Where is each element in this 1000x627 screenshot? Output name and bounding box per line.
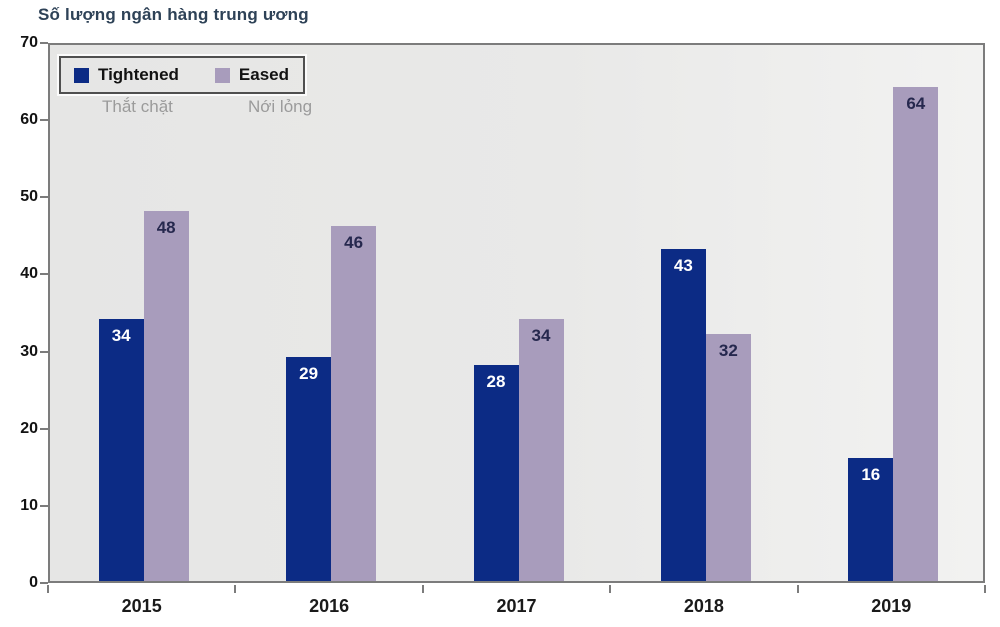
legend-item-eased: Eased: [214, 65, 290, 85]
legend-item-tightened: Tightened: [74, 65, 179, 85]
bar-value-label: 34: [111, 325, 131, 345]
y-tick-mark: [40, 582, 48, 584]
bar-value-label: 28: [486, 372, 506, 391]
bar-value-label: 29: [299, 364, 319, 384]
bar-eased-2015: 48: [143, 210, 189, 581]
y-tick-mark: [40, 427, 48, 430]
x-tick-mark: [47, 585, 49, 593]
bar-value-label: 34: [531, 325, 551, 345]
bar-tightened-2015: 34: [98, 318, 144, 581]
y-tick-label: 10: [20, 496, 38, 514]
y-tick-label: 30: [20, 342, 38, 360]
legend-label-eased: Eased: [238, 65, 290, 84]
x-tick-label: 2016: [309, 596, 350, 616]
y-tick-mark: [40, 196, 48, 199]
eased-swatch-icon: [214, 67, 230, 83]
x-tick-mark: [234, 585, 237, 593]
y-tick-label: 60: [20, 111, 38, 129]
tightened-swatch-icon: [74, 67, 89, 83]
bar-eased-2017: 34: [518, 318, 564, 581]
bar-tightened-2016: 29: [286, 357, 332, 581]
legend-sublabel-tightened: Thắt chặt: [102, 97, 173, 116]
legend: Tightened Eased: [59, 56, 306, 94]
x-tick-mark: [796, 585, 799, 593]
x-tick-mark: [609, 585, 612, 593]
bar-value-label: 32: [718, 341, 738, 361]
bar-eased-2016: 46: [331, 226, 377, 581]
y-tick-mark: [40, 273, 48, 276]
plot-area: Tightened Eased Thắt chặt Nới lỏng 34 48 2…: [48, 43, 985, 583]
bar-value-label: 16: [861, 464, 881, 484]
x-tick-mark: [421, 585, 424, 593]
y-tick-label: 40: [20, 265, 38, 283]
bar-value-label: 48: [156, 217, 176, 237]
x-tick-label: 2018: [683, 596, 724, 616]
bar-tightened-2019: 16: [848, 457, 894, 581]
y-tick-label: 20: [20, 419, 38, 437]
bar-tightened-2018: 43: [660, 249, 706, 581]
legend-sublabel-eased: Nới lỏng: [248, 97, 313, 116]
x-tick-label: 2015: [121, 596, 162, 616]
x-tick-mark: [984, 585, 986, 593]
y-tick-mark: [40, 119, 48, 122]
y-tick-label: 70: [20, 34, 38, 51]
bar-tightened-2017: 28: [473, 365, 519, 581]
legend-label-tightened: Tightened: [98, 65, 179, 84]
y-tick-label: 50: [20, 188, 38, 206]
x-tick-label: 2017: [496, 596, 537, 616]
y-tick-mark: [40, 350, 48, 353]
y-tick-mark: [40, 42, 48, 44]
y-tick-label: 0: [29, 574, 38, 591]
bar-eased-2018: 32: [705, 334, 751, 581]
x-tick-label: 2019: [871, 596, 912, 616]
chart-title: Số lượng ngân hàng trung ương: [38, 5, 309, 24]
y-tick-mark: [40, 504, 48, 507]
bar-value-label: 46: [344, 233, 364, 253]
bar-eased-2019: 64: [893, 87, 939, 581]
bar-value-label: 43: [673, 256, 693, 276]
bar-value-label: 64: [906, 94, 926, 114]
